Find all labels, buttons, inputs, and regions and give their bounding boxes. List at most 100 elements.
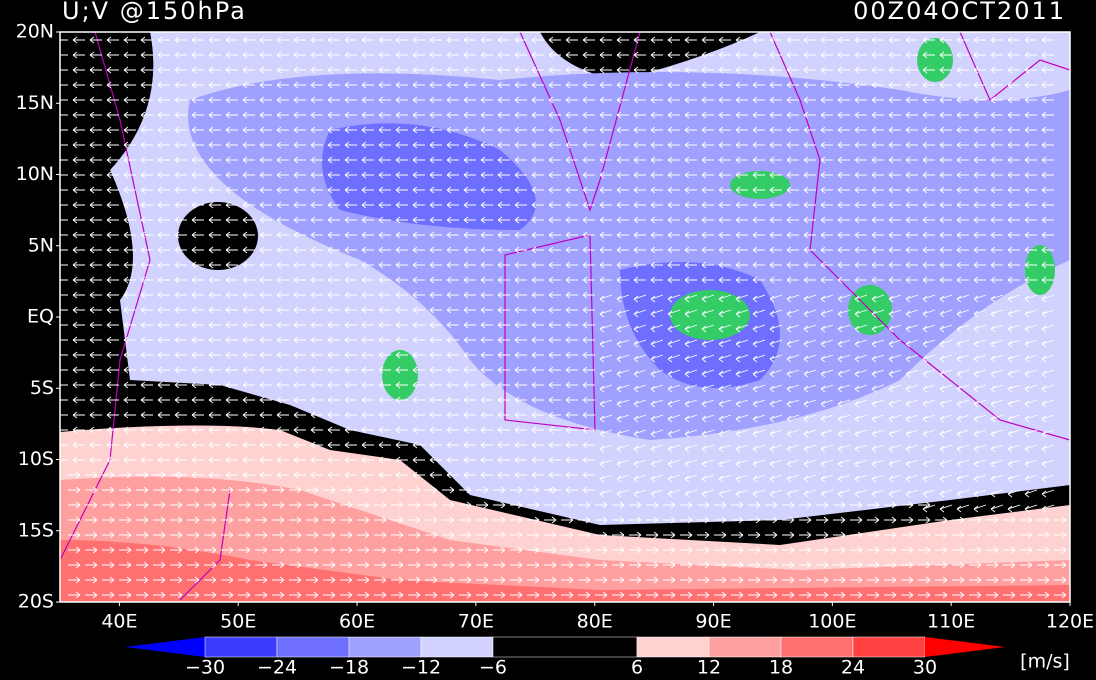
wind-arrow (1007, 399, 1021, 408)
wind-arrow (221, 561, 234, 569)
wind-arrow (867, 501, 880, 509)
wind-arrow (561, 576, 574, 584)
wind-arrow (463, 351, 476, 359)
wind-arrow (684, 36, 697, 44)
wind-arrow (106, 441, 119, 449)
wind-arrow (854, 459, 868, 468)
wind-arrow (718, 36, 731, 44)
wind-arrow (102, 546, 115, 554)
wind-arrow (276, 231, 289, 239)
wind-arrow (548, 246, 561, 254)
wind-arrow (582, 186, 595, 194)
wind-arrow (208, 96, 221, 104)
wind-arrow (480, 96, 493, 104)
wind-arrow (548, 96, 561, 104)
wind-arrow (60, 157, 68, 163)
wind-arrow (191, 426, 204, 434)
wind-arrow (208, 351, 221, 359)
wind-arrow (612, 561, 625, 569)
wind-arrow (446, 66, 459, 74)
wind-arrow (242, 81, 255, 89)
wind-arrow (782, 576, 795, 584)
wind-arrow (157, 426, 170, 434)
wind-arrow (463, 381, 476, 389)
wind-arrow (276, 126, 289, 134)
westerly-region (60, 540, 1070, 602)
wind-arrow (786, 324, 800, 333)
wind-arrow (701, 474, 715, 483)
wind-arrow (1041, 156, 1054, 164)
wind-arrow (548, 66, 561, 74)
wind-arrow (344, 351, 357, 359)
wind-arrow (684, 186, 697, 194)
wind-arrow (701, 369, 715, 378)
wind-arrow (89, 111, 102, 119)
wind-arrow (208, 336, 221, 344)
wind-arrow (990, 216, 1003, 224)
wind-arrow (395, 246, 408, 254)
wind-arrow (888, 66, 901, 74)
wind-arrow (565, 471, 578, 479)
wind-arrow (497, 141, 510, 149)
wind-arrow (242, 171, 255, 179)
wind-arrow (816, 591, 829, 599)
wind-arrow (225, 36, 238, 44)
wind-arrow (514, 456, 527, 464)
wind-arrow (871, 246, 884, 254)
wind-arrow (106, 96, 119, 104)
wind-arrow (361, 351, 374, 359)
wind-arrow (871, 66, 884, 74)
wind-arrow (463, 216, 476, 224)
wind-arrow (956, 309, 970, 318)
wind-arrow (565, 456, 578, 464)
wind-arrow (72, 351, 85, 359)
wind-arrow (60, 307, 68, 313)
wind-arrow (412, 231, 425, 239)
wind-arrow (395, 471, 408, 479)
wind-arrow (986, 516, 999, 524)
wind-arrow (119, 591, 132, 599)
wind-arrow (442, 576, 455, 584)
wind-arrow (293, 381, 306, 389)
wind-arrow (871, 474, 885, 483)
wind-arrow (187, 576, 200, 584)
wind-arrow (72, 81, 85, 89)
wind-arrow (565, 66, 578, 74)
wind-arrow (89, 231, 102, 239)
wind-arrow (922, 459, 936, 468)
wind-arrow (718, 81, 731, 89)
wind-arrow (344, 291, 357, 299)
wind-arrow (123, 426, 136, 434)
wind-arrow (1007, 276, 1020, 284)
wind-arrow (952, 546, 965, 554)
wind-arrow (935, 546, 948, 554)
wind-arrow (905, 444, 919, 453)
wind-arrow (548, 396, 561, 404)
wind-arrow (922, 384, 936, 393)
wind-arrow (888, 276, 901, 284)
colorbar-label: −30 (185, 657, 225, 679)
wind-arrow (684, 474, 698, 483)
wind-arrow (782, 546, 795, 554)
wind-arrow (680, 561, 693, 569)
wind-arrow (871, 309, 885, 318)
wind-arrow (803, 414, 817, 423)
wind-arrow (191, 156, 204, 164)
wind-arrow (60, 277, 68, 283)
wind-arrow (922, 339, 936, 348)
wind-arrow (765, 591, 778, 599)
wind-arrow (922, 126, 935, 134)
wind-arrow (548, 351, 561, 359)
wind-arrow (565, 141, 578, 149)
wind-arrow (293, 36, 306, 44)
wind-arrow (544, 501, 557, 509)
wind-arrow (480, 201, 493, 209)
wind-arrow (650, 216, 663, 224)
wind-arrow (718, 294, 732, 303)
wind-arrow (106, 396, 119, 404)
wind-arrow (956, 294, 970, 303)
wind-arrow (701, 141, 714, 149)
wind-arrow (582, 231, 595, 239)
wind-arrow (344, 156, 357, 164)
wind-arrow (327, 186, 340, 194)
